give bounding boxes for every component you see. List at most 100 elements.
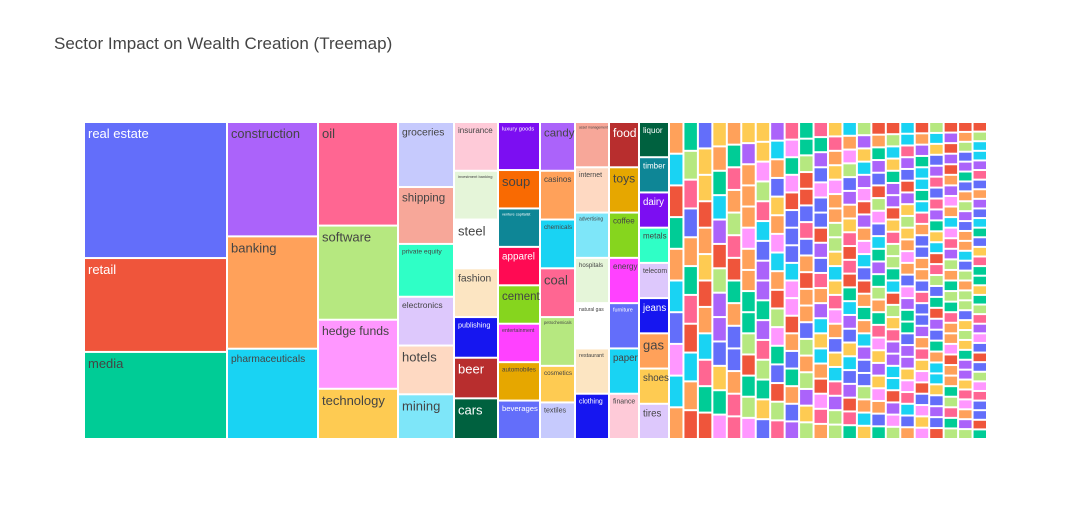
tile-small-sector[interactable] (973, 123, 986, 131)
tile-small-sector[interactable] (944, 186, 958, 195)
tile-small-sector[interactable] (771, 216, 784, 233)
tile-small-sector[interactable] (843, 274, 856, 287)
tile-small-sector[interactable] (944, 249, 958, 259)
tile-small-sector[interactable] (771, 141, 784, 159)
tile-small-sector[interactable] (973, 132, 986, 141)
tile-small-sector[interactable] (670, 313, 683, 343)
tile-small-sector[interactable] (930, 429, 943, 438)
tile-small-sector[interactable] (843, 357, 856, 370)
tile-small-sector[interactable] (829, 411, 842, 424)
tile-small-sector[interactable] (944, 260, 958, 269)
tile-small-sector[interactable] (959, 291, 972, 300)
tile-small-sector[interactable] (800, 423, 813, 438)
tile-small-sector[interactable] (843, 260, 856, 273)
tile-small-sector[interactable] (800, 206, 813, 222)
tile-small-sector[interactable] (901, 381, 914, 392)
tile-small-sector[interactable] (814, 289, 827, 303)
tile-small-sector[interactable] (886, 427, 900, 438)
tile-small-sector[interactable] (973, 295, 986, 304)
tile-small-sector[interactable] (843, 150, 856, 163)
tile-small-sector[interactable] (857, 189, 871, 201)
tile-small-sector[interactable] (727, 145, 741, 167)
tile-small-sector[interactable] (800, 239, 813, 255)
tile-hotels[interactable]: hotels (399, 346, 453, 394)
tile-small-sector[interactable] (857, 202, 871, 214)
tile-small-sector[interactable] (857, 228, 871, 240)
tile-advertising[interactable]: advertising (576, 213, 608, 257)
tile-small-sector[interactable] (857, 400, 871, 412)
tile-small-sector[interactable] (915, 270, 929, 280)
tile-jeans[interactable]: jeans (640, 299, 668, 333)
tile-small-sector[interactable] (785, 351, 799, 368)
tile-small-sector[interactable] (944, 429, 958, 438)
tile-small-sector[interactable] (742, 292, 755, 312)
tile-small-sector[interactable] (872, 186, 885, 198)
tile-small-sector[interactable] (886, 159, 900, 170)
tile-small-sector[interactable] (800, 189, 813, 205)
tile-groceries[interactable]: groceries (399, 123, 453, 187)
tile-small-sector[interactable] (829, 238, 842, 251)
tile-small-sector[interactable] (800, 156, 813, 172)
tile-small-sector[interactable] (872, 401, 885, 413)
tile-small-sector[interactable] (901, 404, 914, 415)
tile-asset-management[interactable]: asset management (576, 123, 608, 167)
tile-small-sector[interactable] (857, 387, 871, 399)
tile-small-sector[interactable] (886, 123, 900, 134)
tile-small-sector[interactable] (727, 326, 741, 348)
tile-small-sector[interactable] (698, 149, 712, 174)
tile-small-sector[interactable] (901, 134, 914, 145)
tile-small-sector[interactable] (973, 363, 986, 371)
tile-textiles[interactable]: textiles (541, 403, 574, 438)
tile-shoes[interactable]: shoes (640, 369, 669, 403)
tile-small-sector[interactable] (973, 324, 986, 333)
tile-small-sector[interactable] (727, 213, 741, 235)
tile-finance[interactable]: finance (610, 394, 638, 438)
tile-small-sector[interactable] (814, 409, 827, 423)
tile-small-sector[interactable] (901, 393, 914, 403)
tile-soup[interactable]: soup (499, 171, 539, 208)
tile-shipping[interactable]: shipping (399, 188, 453, 243)
tile-small-sector[interactable] (901, 287, 914, 298)
tile-small-sector[interactable] (843, 164, 856, 177)
tile-small-sector[interactable] (857, 321, 871, 333)
tile-small-sector[interactable] (872, 351, 885, 362)
tile-small-sector[interactable] (785, 422, 799, 438)
tile-electronics[interactable]: electronics (399, 297, 453, 345)
tile-small-sector[interactable] (814, 228, 827, 242)
tile-small-sector[interactable] (915, 292, 929, 303)
tile-small-sector[interactable] (959, 281, 972, 290)
tile-small-sector[interactable] (959, 222, 972, 230)
tile-small-sector[interactable] (756, 281, 770, 300)
tile-small-sector[interactable] (959, 182, 972, 191)
tile-small-sector[interactable] (973, 411, 986, 419)
tile-small-sector[interactable] (843, 302, 856, 314)
tile-small-sector[interactable] (771, 328, 784, 345)
tile-small-sector[interactable] (843, 371, 856, 383)
tile-small-sector[interactable] (727, 372, 741, 393)
tile-small-sector[interactable] (684, 295, 697, 323)
tile-small-sector[interactable] (756, 123, 770, 141)
tile-small-sector[interactable] (886, 171, 900, 182)
tile-small-sector[interactable] (886, 257, 900, 268)
tile-small-sector[interactable] (886, 244, 900, 256)
tile-small-sector[interactable] (915, 123, 929, 133)
tile-software[interactable]: software (319, 226, 397, 319)
tile-small-sector[interactable] (901, 123, 914, 133)
tile-small-sector[interactable] (944, 144, 958, 153)
tile-small-sector[interactable] (843, 219, 856, 232)
tile-small-sector[interactable] (959, 123, 972, 131)
tile-small-sector[interactable] (915, 326, 929, 337)
tile-small-sector[interactable] (771, 421, 784, 438)
tile-small-sector[interactable] (800, 389, 813, 405)
tile-small-sector[interactable] (930, 341, 943, 351)
tile-small-sector[interactable] (872, 173, 885, 185)
tile-small-sector[interactable] (930, 418, 943, 428)
tile-small-sector[interactable] (886, 135, 900, 146)
tile-small-sector[interactable] (698, 360, 712, 386)
tile-small-sector[interactable] (742, 355, 755, 375)
tile-small-sector[interactable] (829, 267, 842, 280)
tile-small-sector[interactable] (944, 270, 958, 280)
tile-small-sector[interactable] (872, 148, 885, 160)
tile-small-sector[interactable] (829, 151, 842, 165)
tile-pharmaceuticals[interactable]: pharmaceuticals (228, 349, 317, 438)
